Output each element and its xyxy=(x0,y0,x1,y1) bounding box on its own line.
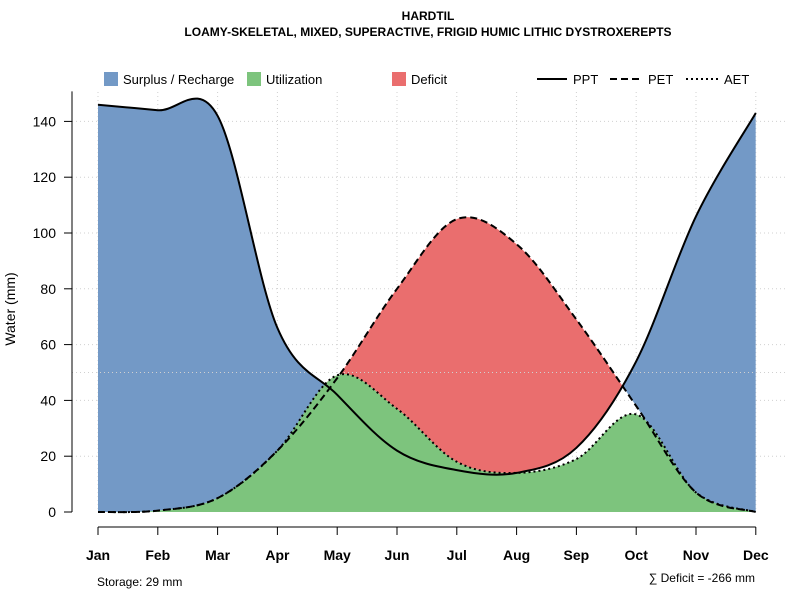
series-line-ppt xyxy=(97,97,757,476)
x-tick-label-nov: Nov xyxy=(683,547,710,563)
deficit-annotation: ∑ Deficit = -266 mm xyxy=(649,571,755,585)
x-tick-label-jul: Jul xyxy=(447,547,467,563)
y-tick-label-0: 0 xyxy=(48,504,56,520)
series-layer xyxy=(97,97,757,514)
x-tick-label-mar: Mar xyxy=(205,547,230,563)
x-tick-label-jun: Jun xyxy=(385,547,410,563)
legend-label-aet: AET xyxy=(724,72,749,87)
y-tick-label-40: 40 xyxy=(40,392,56,408)
legend-label-utilization: Utilization xyxy=(266,72,322,87)
y-tick-label-100: 100 xyxy=(33,225,57,241)
y-tick-label-20: 20 xyxy=(40,448,56,464)
x-tick-label-jan: Jan xyxy=(86,547,110,563)
chart-title: HARDTIL xyxy=(402,9,455,23)
x-tick-label-sep: Sep xyxy=(564,547,590,563)
y-tick-label-60: 60 xyxy=(40,337,56,353)
y-axis: 0 20 40 60 80 100 120 140 xyxy=(33,91,73,520)
legend-label-pet: PET xyxy=(648,72,673,87)
x-tick-label-aug: Aug xyxy=(503,547,530,563)
y-axis-label: Water (mm) xyxy=(2,272,18,345)
legend-swatch-utilization xyxy=(247,72,261,86)
x-tick-label-feb: Feb xyxy=(145,547,170,563)
legend-label-surplus: Surplus / Recharge xyxy=(123,72,234,87)
chart-subtitle: LOAMY-SKELETAL, MIXED, SUPERACTIVE, FRIG… xyxy=(184,25,671,39)
x-tick-label-dec: Dec xyxy=(743,547,769,563)
y-tick-label-120: 120 xyxy=(33,169,57,185)
storage-annotation: Storage: 29 mm xyxy=(97,575,182,589)
legend-swatch-surplus xyxy=(104,72,118,86)
series-line-pet xyxy=(97,216,757,514)
x-tick-label-may: May xyxy=(324,547,351,563)
x-tick-label-oct: Oct xyxy=(625,547,649,563)
y-tick-label-80: 80 xyxy=(40,281,56,297)
utilization-area xyxy=(98,374,756,513)
y-tick-label-140: 140 xyxy=(33,113,57,129)
area-layer xyxy=(98,98,756,513)
x-tick-label-apr: Apr xyxy=(265,547,290,563)
legend: Surplus / Recharge Utilization Deficit P… xyxy=(104,72,749,87)
x-axis: Jan Feb Mar Apr May Jun Jul Aug Sep Oct Nov Dec xyxy=(86,526,769,563)
legend-label-ppt: PPT xyxy=(573,72,598,87)
legend-label-deficit: Deficit xyxy=(411,72,448,87)
legend-swatch-deficit xyxy=(392,72,406,86)
